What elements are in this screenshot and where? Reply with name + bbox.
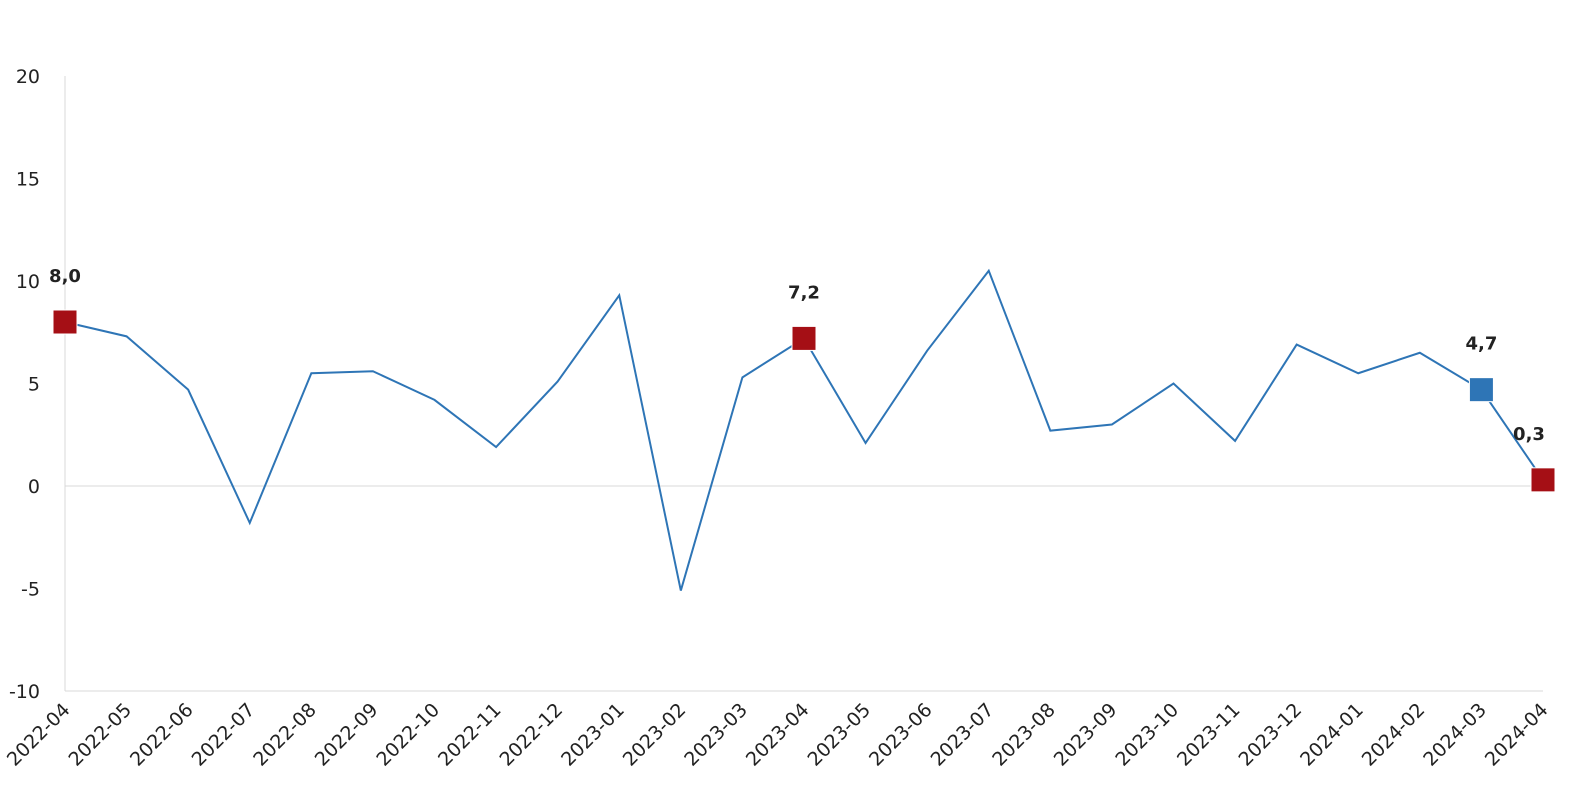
- y-tick-label: 0: [28, 476, 40, 498]
- value-label: 4,7: [1465, 334, 1497, 355]
- x-tick-label: 2022-05: [64, 699, 136, 771]
- x-tick-label: 2023-01: [557, 699, 629, 771]
- x-tick-label: 2022-07: [188, 699, 260, 771]
- y-tick-label: 10: [16, 271, 40, 293]
- x-tick-label: 2023-08: [988, 699, 1060, 771]
- y-tick-label: -10: [9, 681, 40, 703]
- x-tick-label: 2024-01: [1296, 699, 1368, 771]
- x-tick-label: 2023-12: [1235, 699, 1307, 771]
- x-tick-label: 2022-08: [249, 699, 321, 771]
- y-tick-label: 5: [28, 374, 40, 396]
- x-tick-label: 2022-09: [311, 699, 383, 771]
- marker: [52, 309, 78, 335]
- line: [64, 268, 1544, 591]
- y-tick-label: 15: [16, 169, 40, 191]
- x-tick-label: 2023-04: [742, 699, 814, 771]
- x-tick-label: 2022-12: [496, 699, 568, 771]
- x-tick-label: 2023-09: [1050, 699, 1122, 771]
- x-tick-label: 2022-04: [3, 699, 75, 771]
- x-tick-label: 2023-10: [1111, 699, 1183, 771]
- x-tick-label: 2023-07: [927, 699, 999, 771]
- x-tick-label: 2024-02: [1358, 699, 1430, 771]
- x-tick-label: 2022-11: [434, 699, 506, 771]
- marker: [1468, 377, 1494, 403]
- x-tick-label: 2022-06: [126, 699, 198, 771]
- value-label: 0,3: [1513, 424, 1545, 445]
- x-tick-label: 2023-06: [865, 699, 937, 771]
- x-tick-label: 2023-02: [619, 699, 691, 771]
- y-tick-label: 20: [16, 66, 40, 88]
- value-label: 7,2: [788, 282, 820, 303]
- x-tick-label: 2024-03: [1419, 699, 1491, 771]
- x-tick-label: 2023-03: [680, 699, 752, 771]
- marker: [1530, 467, 1556, 493]
- y-tick-label: -5: [21, 579, 40, 601]
- x-tick-label: 2023-11: [1173, 699, 1245, 771]
- x-tick-label: 2023-05: [803, 699, 875, 771]
- value-label: 8,0: [49, 266, 81, 287]
- x-tick-label: 2022-10: [372, 699, 444, 771]
- marker: [791, 325, 817, 351]
- x-tick-label: 2024-04: [1481, 699, 1553, 771]
